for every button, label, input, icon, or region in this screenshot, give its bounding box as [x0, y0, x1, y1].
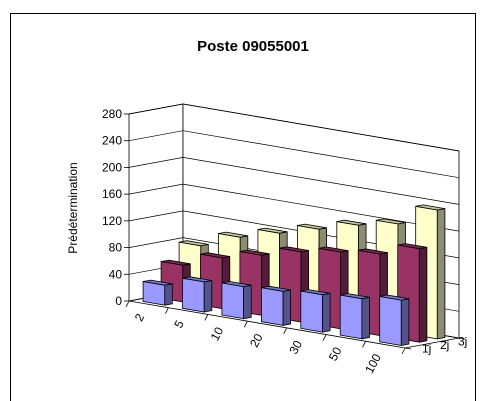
gridline	[128, 210, 460, 259]
x-tick-mark	[283, 327, 288, 335]
bar-front	[221, 282, 245, 320]
bar-front	[260, 287, 284, 326]
bar-top	[182, 276, 212, 283]
bar-side	[243, 284, 252, 320]
bar-front	[339, 294, 363, 340]
gridline	[128, 103, 460, 152]
series-label: 3j	[458, 335, 467, 349]
chart-bars	[142, 204, 446, 346]
x-tick-label: 5	[171, 318, 187, 331]
bar-side	[322, 292, 331, 333]
bar	[339, 293, 370, 340]
y-tick-label: 280	[102, 107, 122, 121]
gridline	[128, 183, 460, 232]
bar-front	[182, 277, 205, 313]
z-tick-mark	[422, 344, 430, 347]
y-tick-label: 240	[102, 134, 122, 148]
y-tick-label: 160	[102, 187, 122, 201]
bar-top	[415, 204, 445, 211]
bar-top	[221, 281, 252, 288]
bar-side	[164, 283, 173, 306]
bar	[379, 294, 410, 346]
z-tick-mark	[404, 347, 412, 350]
bar-top	[161, 259, 191, 266]
bar-top	[279, 246, 309, 253]
chart-ticks: 0 40 80 120 160 200 240 280 2 5 10 20 30 50 100 1j 2j 3j	[102, 107, 467, 376]
bar-front	[142, 281, 166, 306]
x-tick-mark	[401, 347, 406, 355]
bar-side	[436, 208, 446, 340]
bar	[300, 289, 331, 333]
bar-top	[340, 293, 370, 300]
bar-top	[376, 218, 406, 225]
bar-top	[300, 289, 331, 296]
z-tick-mark	[440, 340, 448, 343]
bar-top	[379, 294, 409, 301]
x-tick-label: 10	[208, 324, 227, 343]
bar-front	[300, 290, 323, 333]
bar-front	[379, 295, 402, 346]
bar-top	[297, 223, 327, 230]
bar-top	[239, 249, 270, 256]
series-label: 2j	[440, 338, 449, 352]
bar-side	[361, 296, 370, 340]
bar-top	[261, 285, 291, 292]
bar-top	[318, 246, 349, 253]
x-tick-mark	[243, 320, 248, 328]
bar-side	[400, 298, 410, 346]
y-axis-label: Prédétermination	[66, 162, 80, 253]
bar-top	[336, 219, 367, 226]
x-tick-mark	[125, 300, 130, 308]
y-tick-label: 80	[109, 241, 123, 255]
x-tick-mark	[165, 307, 169, 314]
bar-top	[179, 240, 209, 247]
gridline	[128, 157, 460, 205]
x-tick-mark	[204, 314, 209, 321]
bar-top	[200, 252, 230, 259]
x-tick-label: 20	[247, 331, 266, 350]
y-tick-label: 40	[109, 267, 123, 281]
bar-side	[282, 289, 292, 326]
bar-top	[397, 243, 427, 250]
y-tick-label: 0	[115, 294, 122, 308]
bar	[182, 276, 213, 313]
bar	[260, 285, 292, 326]
x-tick-label: 30	[286, 338, 305, 357]
bar-top	[218, 231, 248, 238]
series-label: 1j	[422, 341, 431, 355]
bar	[142, 279, 173, 306]
x-tick-label: 2	[132, 311, 148, 324]
bar-side	[203, 280, 213, 313]
chart-title: Poste 09055001	[197, 38, 309, 55]
z-tick-mark	[458, 337, 466, 340]
x-tick-mark	[322, 334, 327, 341]
bar-top	[358, 248, 388, 255]
bar-top	[143, 279, 173, 286]
x-tick-label: 50	[326, 344, 345, 363]
x-tick-label: 100	[362, 351, 384, 376]
x-tick-mark	[362, 341, 366, 348]
bar-side	[418, 246, 428, 343]
y-tick-label: 120	[102, 214, 122, 228]
bar	[221, 281, 252, 320]
y-tick-label: 200	[102, 160, 122, 174]
bar-top	[257, 227, 288, 234]
gridline	[128, 130, 460, 179]
